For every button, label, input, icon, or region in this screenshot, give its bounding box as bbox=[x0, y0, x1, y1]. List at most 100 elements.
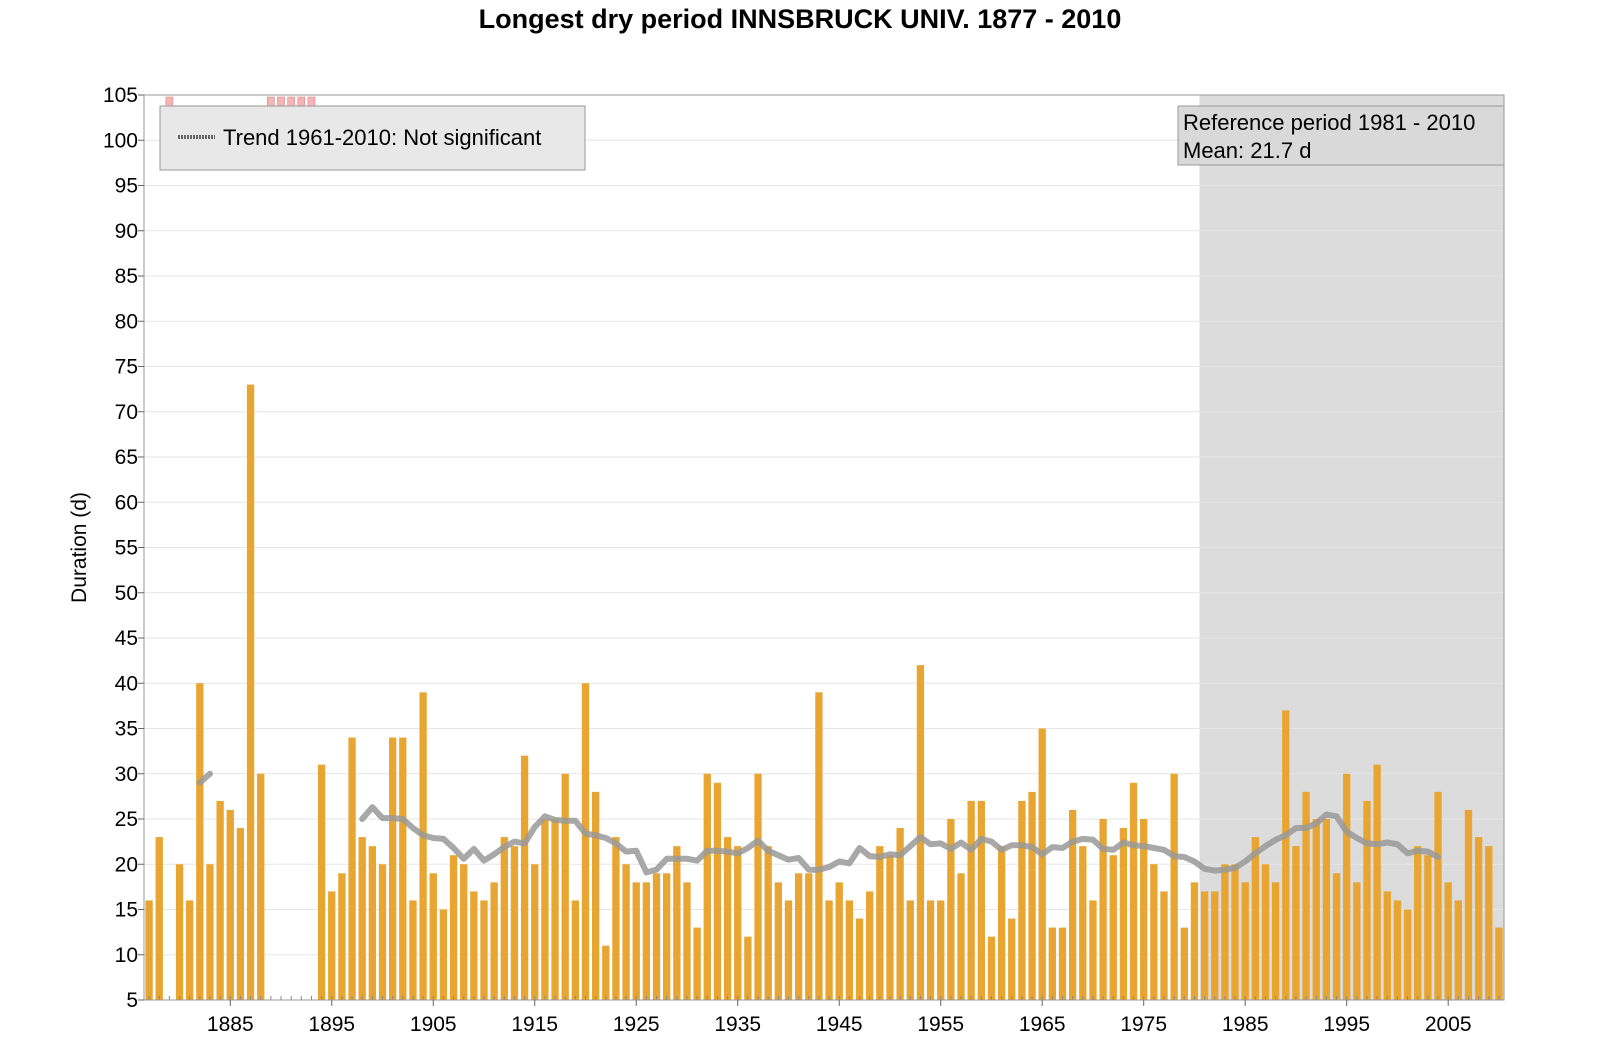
reference-mean-label: Mean: 21.7 d bbox=[1183, 138, 1311, 163]
x-tick-label: 1945 bbox=[816, 1013, 863, 1036]
x-tick-label: 1935 bbox=[714, 1013, 761, 1036]
y-tick-label: 15 bbox=[115, 899, 138, 922]
axes: 5 10 15 20 25 30 35 40 45 50 55 60 65 70 75 80 85 90 95 100… bbox=[103, 84, 1472, 1036]
bar bbox=[1464, 809, 1473, 1000]
x-tick-label: 1885 bbox=[207, 1013, 254, 1036]
bar bbox=[389, 737, 397, 1000]
bar bbox=[1393, 900, 1402, 1000]
bar bbox=[602, 945, 610, 1000]
x-tick-label: 1995 bbox=[1323, 1013, 1370, 1036]
bar bbox=[1180, 927, 1188, 1000]
y-tick-label: 50 bbox=[115, 582, 138, 605]
y-tick-label: 95 bbox=[115, 175, 138, 198]
bar bbox=[1454, 900, 1462, 1000]
bar bbox=[1069, 809, 1077, 1000]
bar bbox=[348, 737, 356, 1000]
bar bbox=[155, 837, 163, 1000]
bar bbox=[1089, 900, 1097, 1000]
bar bbox=[1211, 891, 1219, 1000]
bar bbox=[317, 764, 326, 1000]
bar bbox=[825, 900, 833, 1000]
bar bbox=[876, 846, 884, 1000]
bar bbox=[1231, 864, 1239, 1000]
bar bbox=[1343, 773, 1351, 1000]
bar bbox=[1261, 864, 1270, 1000]
bar bbox=[480, 900, 488, 1000]
reference-period-label: Reference period 1981 - 2010 bbox=[1183, 110, 1475, 135]
y-tick-label: 45 bbox=[115, 627, 138, 650]
bar bbox=[977, 800, 985, 1000]
bar bbox=[1129, 782, 1138, 1000]
bar bbox=[1434, 791, 1442, 1000]
bar bbox=[967, 800, 975, 1000]
y-tick-label: 105 bbox=[103, 84, 138, 107]
legend-label: Trend 1961-2010: Not significant bbox=[223, 125, 541, 150]
bar bbox=[1282, 710, 1290, 1000]
bar bbox=[1485, 846, 1493, 1000]
bar bbox=[652, 873, 661, 1000]
bar bbox=[419, 692, 427, 1000]
bar bbox=[1109, 855, 1117, 1000]
bar bbox=[328, 891, 336, 1000]
bar bbox=[399, 737, 407, 1000]
bar bbox=[439, 909, 448, 1000]
bar bbox=[926, 900, 935, 1000]
bar bbox=[805, 873, 813, 1000]
bar bbox=[338, 873, 346, 1000]
bar bbox=[409, 900, 417, 1000]
bar bbox=[520, 755, 529, 1000]
bar bbox=[206, 864, 214, 1000]
bar bbox=[541, 819, 549, 1000]
bar bbox=[571, 900, 579, 1000]
y-tick-label: 20 bbox=[115, 853, 138, 876]
bar bbox=[358, 837, 366, 1000]
x-tick-label: 1955 bbox=[917, 1013, 964, 1036]
bar bbox=[1271, 882, 1280, 1000]
bar bbox=[1038, 728, 1046, 1000]
bar bbox=[1048, 927, 1057, 1000]
bar bbox=[754, 773, 762, 1000]
y-tick-label: 55 bbox=[115, 537, 138, 560]
trend-line bbox=[196, 770, 1441, 876]
legend: Trend 1961-2010: Not significant bbox=[159, 105, 586, 171]
bar bbox=[693, 927, 701, 1000]
bar bbox=[1332, 873, 1341, 1000]
bar bbox=[703, 773, 711, 1000]
bar bbox=[1414, 846, 1422, 1000]
y-axis-label: Duration (d) bbox=[68, 492, 91, 603]
bar bbox=[1190, 882, 1199, 1000]
bar bbox=[673, 846, 681, 1000]
bar bbox=[663, 873, 671, 1000]
bar bbox=[1200, 891, 1209, 1000]
bar bbox=[1058, 927, 1067, 1000]
bar bbox=[500, 837, 508, 1000]
bar bbox=[632, 882, 640, 1000]
bar bbox=[236, 828, 245, 1000]
bar bbox=[1170, 773, 1178, 1000]
trend-series-line bbox=[359, 804, 1441, 876]
bar bbox=[1363, 800, 1371, 1000]
bars bbox=[145, 384, 1503, 1001]
reference-info-box: Reference period 1981 - 2010 Mean: 21.7 … bbox=[1177, 105, 1505, 166]
x-tick-label: 1895 bbox=[308, 1013, 355, 1036]
y-tick-label: 30 bbox=[115, 763, 138, 786]
y-tick-label: 65 bbox=[115, 446, 138, 469]
bar bbox=[1119, 828, 1128, 1000]
bar bbox=[449, 855, 458, 1000]
bar bbox=[175, 864, 184, 1000]
bar bbox=[1424, 855, 1432, 1000]
bar bbox=[916, 665, 925, 1000]
bar bbox=[470, 891, 478, 1000]
x-tick-label: 1905 bbox=[410, 1013, 457, 1036]
bar bbox=[774, 882, 782, 1000]
y-tick-label: 100 bbox=[103, 129, 138, 152]
bar bbox=[581, 683, 590, 1000]
bar bbox=[835, 882, 843, 1000]
bar bbox=[1322, 819, 1331, 1000]
bar bbox=[1160, 891, 1168, 1000]
bar bbox=[937, 900, 945, 1000]
bar bbox=[257, 773, 265, 1000]
bar bbox=[429, 873, 437, 1000]
bar bbox=[906, 900, 914, 1000]
